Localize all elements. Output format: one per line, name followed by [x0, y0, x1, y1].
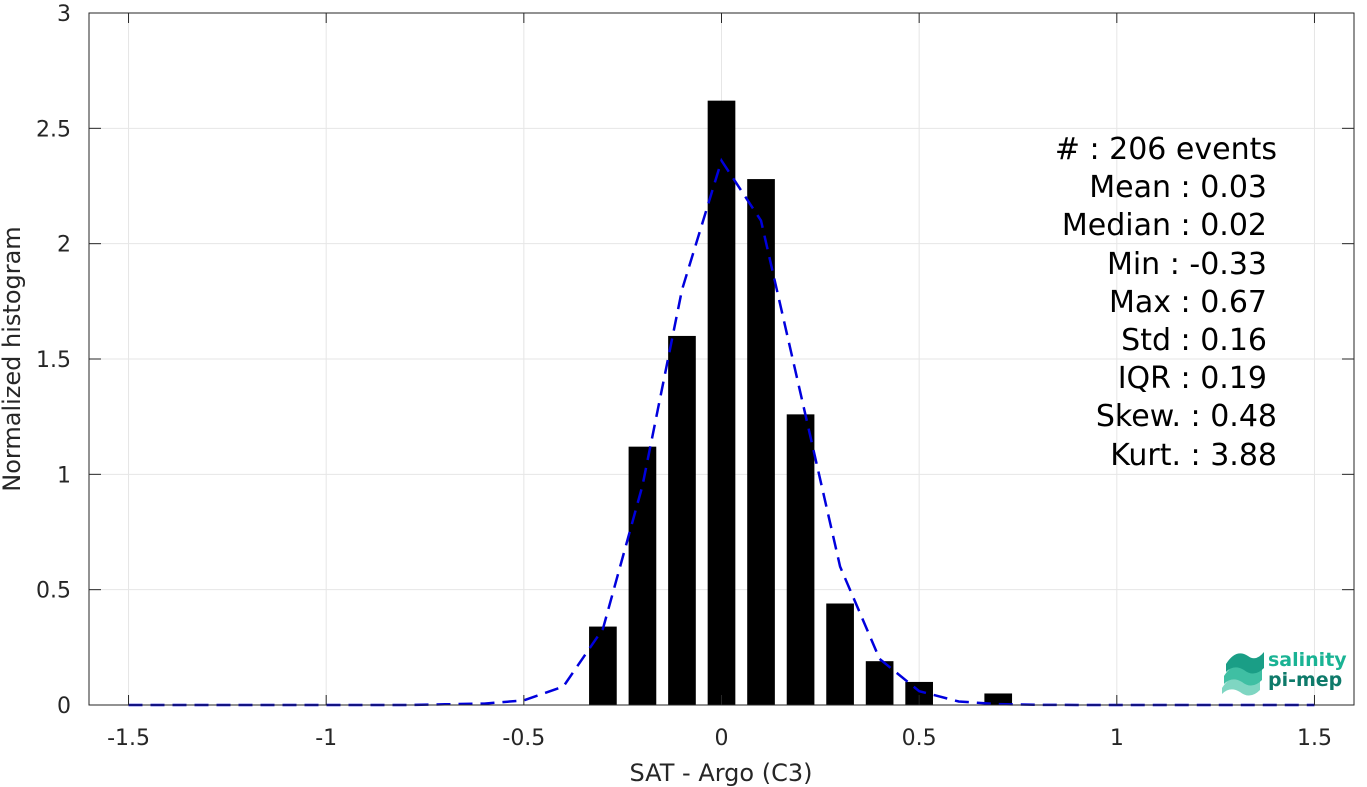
y-tick-label: 0.5: [36, 579, 71, 604]
logo-text-line2: pi-mep: [1268, 669, 1342, 691]
y-tick-label: 2: [57, 233, 71, 258]
y-axis-label: Normalized histogram: [0, 226, 26, 491]
histogram-bar: [668, 335, 696, 705]
y-tick-label: 3: [57, 2, 71, 27]
histogram-bar: [865, 661, 894, 705]
logo-text-line1: salinity: [1268, 649, 1347, 671]
histogram-bars: [589, 100, 1013, 706]
histogram-bar: [628, 446, 657, 705]
histogram-bar: [747, 179, 775, 705]
histogram-bar: [589, 626, 617, 705]
stats-annotation: # : 206 events Mean : 0.03 Median : 0.02…: [1055, 132, 1277, 473]
y-tick-label: 2.5: [36, 117, 71, 142]
x-tick-label: -1.5: [107, 726, 150, 751]
stat-kurt: Kurt. : 3.88: [1110, 438, 1277, 473]
stat-median: Median : 0.02: [1062, 208, 1267, 243]
x-tick-label: -1: [315, 726, 337, 751]
axis-ticks: [89, 12, 1354, 706]
x-axis-label: SAT - Argo (C3): [630, 759, 813, 787]
x-tick-label: 0.5: [902, 726, 937, 751]
stat-std: Std : 0.16: [1121, 323, 1267, 358]
stat-skew: Skew. : 0.48: [1096, 399, 1277, 434]
stat-count: # : 206 events: [1055, 132, 1277, 167]
histogram-bar: [984, 693, 1013, 705]
x-tick-label: 1.5: [1297, 726, 1332, 751]
histogram-bar: [786, 414, 815, 705]
histogram-bar: [707, 100, 736, 706]
stat-iqr: IQR : 0.19: [1118, 361, 1267, 396]
stat-max: Max : 0.67: [1109, 285, 1267, 320]
y-tick-label: 1: [57, 463, 71, 488]
logo-wave-icon: [1222, 652, 1264, 696]
stat-min: Min : -0.33: [1107, 247, 1267, 282]
y-tick-label: 0: [57, 694, 71, 719]
histogram-bar: [826, 603, 854, 705]
y-tick-labels: 0 0.5 1 1.5 2 2.5 3: [36, 2, 71, 719]
x-tick-labels: -1.5 -1 -0.5 0 0.5 1 1.5: [107, 726, 1332, 751]
stat-mean: Mean : 0.03: [1089, 170, 1267, 205]
y-tick-label: 1.5: [36, 348, 71, 373]
salinity-pimep-logo: salinity pi-mep: [1222, 649, 1347, 696]
histogram-bar: [905, 681, 933, 705]
x-tick-label: 0: [715, 726, 729, 751]
x-tick-label: -0.5: [502, 726, 545, 751]
x-tick-label: 1: [1110, 726, 1124, 751]
